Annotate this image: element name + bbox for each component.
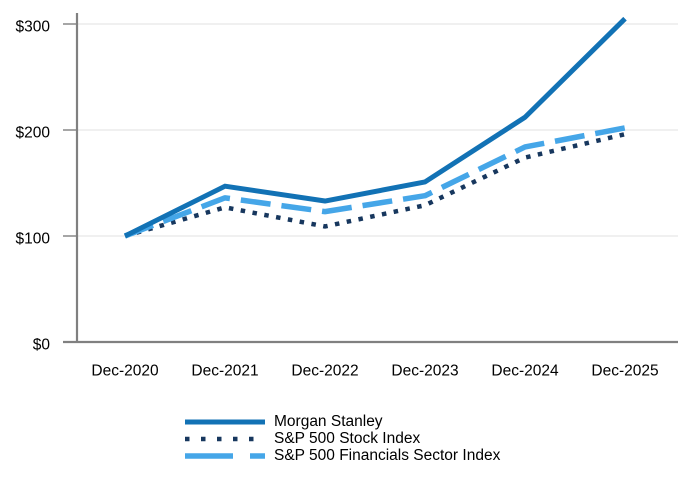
legend-item: S&P 500 Stock Index: [185, 430, 500, 447]
legend-swatch-dashed-line: [185, 452, 265, 459]
legend-item: S&P 500 Financials Sector Index: [185, 447, 500, 464]
x-tick-label: Dec-2025: [591, 363, 658, 380]
y-tick-label: $0: [33, 337, 51, 354]
series-line-dotted: [124, 132, 626, 239]
y-axis-tick-labels: $0 $100 $200 $300: [16, 19, 51, 354]
y-tick-label: $100: [16, 231, 51, 248]
x-tick-label: Dec-2024: [491, 363, 559, 380]
x-tick-label: Dec-2023: [391, 363, 458, 380]
x-tick-label: Dec-2020: [91, 363, 159, 380]
x-tick-label: Dec-2021: [191, 363, 258, 380]
series-line-solid: [123, 16, 627, 239]
legend: Morgan Stanley S&P 500 Stock Index S&P 500…: [185, 413, 500, 464]
y-tick-label: $200: [16, 125, 51, 142]
y-tick-label: $300: [16, 19, 51, 36]
legend-label: S&P 500 Financials Sector Index: [274, 447, 501, 464]
legend-swatch-solid-line: [185, 419, 265, 424]
series-lines: [123, 16, 627, 239]
legend-item: Morgan Stanley: [185, 413, 500, 430]
legend-label: Morgan Stanley: [274, 413, 383, 430]
axes: [63, 13, 678, 344]
gridlines: [78, 23, 678, 237]
x-axis-tick-labels: Dec-2020 Dec-2021 Dec-2022 Dec-2023 Dec-2024…: [91, 363, 658, 380]
x-tick-label: Dec-2022: [291, 363, 358, 380]
legend-label: S&P 500 Stock Index: [274, 430, 421, 447]
legend-swatch-dotted-line: [185, 436, 265, 441]
series-line-dashed: [124, 125, 626, 239]
